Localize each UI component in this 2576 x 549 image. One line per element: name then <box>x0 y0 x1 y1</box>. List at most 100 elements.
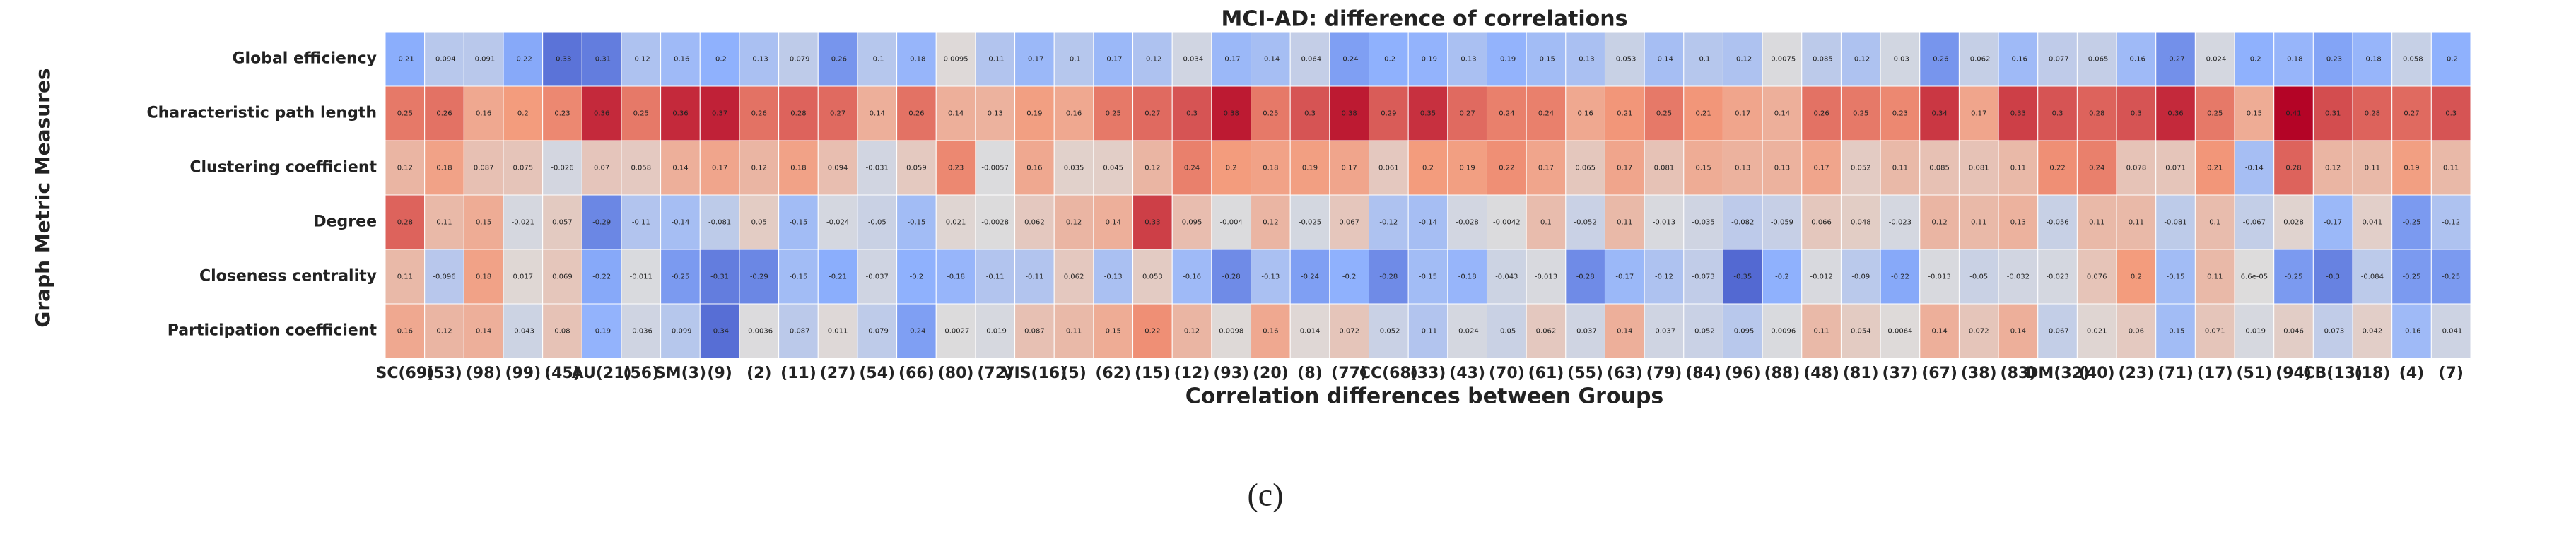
cell-label: 0.0095 <box>944 56 968 64</box>
heatmap-cell <box>1053 249 1094 305</box>
cell-label: -0.081 <box>2164 219 2186 227</box>
cell-label: 0.13 <box>988 110 1003 118</box>
cell-label: 0.17 <box>1971 110 1986 118</box>
heatmap-cell <box>1014 194 1055 250</box>
cell-label: -0.056 <box>2046 219 2068 227</box>
cell-label: -0.28 <box>1576 273 1595 281</box>
cell-label: 0.0098 <box>1219 328 1243 336</box>
cell-label: 0.059 <box>906 165 927 172</box>
x-tick-label: (48) <box>1803 365 1839 382</box>
heatmap-cell <box>385 31 426 87</box>
cell-label: 0.042 <box>2363 328 2383 336</box>
cell-label: -0.064 <box>1299 56 1321 64</box>
cell-label: -0.19 <box>1419 56 1437 64</box>
heatmap-cell <box>1251 85 1291 141</box>
heatmap-cell <box>896 140 937 196</box>
cell-label: 0.21 <box>1695 110 1711 118</box>
x-tick-label: (9) <box>707 365 732 382</box>
heatmap-cell <box>2273 249 2314 305</box>
heatmap-cell <box>2312 85 2353 141</box>
cell-label: -0.062 <box>1967 56 1990 64</box>
heatmap-cell <box>385 303 426 359</box>
cell-label: -0.073 <box>1692 273 1714 281</box>
cell-label: -0.03 <box>1891 56 1909 64</box>
cell-label: -0.05 <box>1969 273 1988 281</box>
cell-label: -0.14 <box>1655 56 1673 64</box>
cell-label: -0.2 <box>1342 273 1357 281</box>
heatmap-cell <box>503 249 544 305</box>
heatmap-cell <box>2273 31 2314 87</box>
cell-label: 0.11 <box>1892 165 1908 172</box>
x-tick-label: (83) <box>2001 365 2037 382</box>
cell-label: 0.13 <box>1735 165 1750 172</box>
cell-label: 0.11 <box>1066 328 1082 336</box>
cell-label: -0.25 <box>2403 273 2421 281</box>
cell-label: 0.24 <box>1499 110 1514 118</box>
heatmap-cell <box>1880 303 1921 359</box>
heatmap-cell <box>1644 303 1685 359</box>
heatmap-cell <box>1211 194 1252 250</box>
heatmap-cell <box>2234 140 2275 196</box>
heatmap-cell <box>1722 194 1763 250</box>
cell-label: 0.3 <box>2445 110 2457 118</box>
heatmap-cell <box>385 249 426 305</box>
x-tick-label: (20) <box>1253 365 1289 382</box>
cell-label: 0.071 <box>2205 328 2225 336</box>
heatmap-cell <box>2430 194 2471 250</box>
cell-label: 0.11 <box>1813 328 1829 336</box>
cell-label: -0.21 <box>396 56 414 64</box>
cell-label: -0.18 <box>1458 273 1477 281</box>
heatmap-cell <box>2391 85 2432 141</box>
cell-label: 0.17 <box>1617 165 1632 172</box>
cell-label: 0.078 <box>2126 165 2147 172</box>
heatmap-cell <box>424 85 464 141</box>
heatmap-cell <box>424 194 464 250</box>
heatmap-cell <box>1289 85 1330 141</box>
cell-label: -0.013 <box>1928 273 1950 281</box>
heatmap-cell <box>699 194 740 250</box>
cell-label: -0.0096 <box>1769 328 1796 336</box>
cell-label: 0.11 <box>2365 165 2380 172</box>
cell-label: -0.17 <box>1025 56 1043 64</box>
cell-label: -0.037 <box>1574 328 1597 336</box>
x-tick-label: (33) <box>1410 365 1446 382</box>
cell-label: 0.17 <box>1735 110 1750 118</box>
cell-label: 0.072 <box>1969 328 1989 336</box>
heatmap-cell <box>1762 194 1803 250</box>
cell-label: -0.0075 <box>1769 56 1796 64</box>
heatmap-cell <box>857 85 898 141</box>
heatmap-cell <box>2116 194 2157 250</box>
cell-label: 0.053 <box>1142 273 1163 281</box>
cell-label: -0.021 <box>512 219 534 227</box>
heatmap-cell <box>1486 85 1527 141</box>
heatmap-cell <box>739 31 780 87</box>
cell-label: -0.19 <box>1497 56 1516 64</box>
heatmap-cell <box>1369 140 1409 196</box>
heatmap-cell <box>1919 249 1960 305</box>
x-tick-label: (7) <box>2438 365 2463 382</box>
heatmap-cell <box>1093 194 1134 250</box>
heatmap-cell <box>2116 85 2157 141</box>
heatmap-cell <box>2155 140 2196 196</box>
cell-label: -0.15 <box>907 219 925 227</box>
heatmap-cell <box>699 249 740 305</box>
heatmap-cell <box>1604 194 1645 250</box>
cell-label: -0.05 <box>868 219 886 227</box>
x-tick-label: (38) <box>1961 365 1997 382</box>
y-tick-label: Global efficiency <box>232 50 377 68</box>
cell-label: 0.29 <box>1381 110 1396 118</box>
cell-label: -0.16 <box>1183 273 1201 281</box>
cell-label: 0.34 <box>1931 110 1947 118</box>
cell-label: -0.0027 <box>942 328 970 336</box>
heatmap-cell <box>1329 140 1370 196</box>
x-tick-label: (70) <box>1489 365 1525 382</box>
cell-label: -0.17 <box>2324 219 2342 227</box>
x-tick-label: (45) <box>544 365 580 382</box>
cell-label: 0.028 <box>2283 219 2304 227</box>
cell-label: -0.12 <box>1379 219 1398 227</box>
heatmap-cell <box>1251 249 1291 305</box>
heatmap-cell <box>1171 140 1212 196</box>
heatmap-cell <box>2352 303 2393 359</box>
heatmap-cell <box>542 303 582 359</box>
caption: (c) <box>1247 477 1283 513</box>
